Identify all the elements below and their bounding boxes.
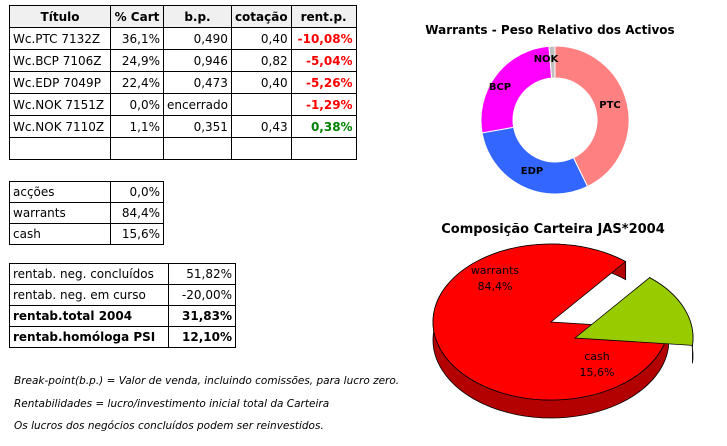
header-cotacao: cotação <box>230 5 292 28</box>
cell-cart: 0,0% <box>110 93 164 116</box>
holdings-row: Wc.PTC 7132Z 36,1% 0,490 0,40 -10,08% <box>9 27 357 50</box>
pie3d-slice-cash <box>573 277 694 346</box>
cell-bp: 0,490 <box>163 27 232 50</box>
donut-slice-edp <box>481 126 589 195</box>
pie3d-label-warrants: warrants <box>471 264 520 277</box>
cell-rent: -5,26% <box>290 71 357 94</box>
cell-cotacao <box>230 93 292 116</box>
cell-bp: encerrado <box>163 93 232 116</box>
holdings-header-row: Título % Cart b.p. cotação rent.p. <box>9 5 357 28</box>
performance-table: rentab. neg. concluídos 51,82% rentab. n… <box>9 263 236 348</box>
cell-cotacao: 0,40 <box>230 27 292 50</box>
performance-row: rentab. neg. concluídos 51,82% <box>9 263 236 285</box>
allocation-row: cash 15,6% <box>9 223 164 245</box>
performance-row: rentab. neg. em curso -20,00% <box>9 284 236 306</box>
cell-titulo: Wc.NOK 7151Z <box>9 93 111 116</box>
note-break-point: Break-point(b.p.) = Valor de venda, incl… <box>14 375 400 387</box>
donut-label-ptc: PTC <box>599 100 621 111</box>
holdings-table: Título % Cart b.p. cotação rent.p. Wc.PT… <box>9 5 357 160</box>
performance-row: rentab.total 2004 31,83% <box>9 305 236 327</box>
donut-chart-title: Warrants - Peso Relativo dos Activos <box>425 23 674 37</box>
pie3d-label-cash: cash <box>584 350 610 363</box>
cell-titulo: Wc.EDP 7049P <box>9 71 111 94</box>
allocation-label: warrants <box>9 202 111 224</box>
note-lucros: Os lucros dos negócios concluídos podem … <box>14 420 324 432</box>
cell-bp: 0,351 <box>163 115 232 138</box>
performance-value: 12,10% <box>168 326 236 348</box>
allocation-table: acções 0,0% warrants 84,4% cash 15,6% <box>9 181 164 245</box>
cell-cotacao: 0,82 <box>230 49 292 72</box>
cell-cotacao: 0,40 <box>230 71 292 94</box>
cell-bp <box>163 137 232 160</box>
performance-value: 31,83% <box>168 305 236 327</box>
allocation-value: 15,6% <box>110 223 164 245</box>
donut-label-nok: NOK <box>534 54 560 65</box>
allocation-value: 84,4% <box>110 202 164 224</box>
pie3d-value-cash: 15,6% <box>580 366 615 379</box>
allocation-value: 0,0% <box>110 181 164 203</box>
header-bp: b.p. <box>163 5 232 28</box>
pie3d-slice-warrants <box>432 243 669 401</box>
pie3d-chart-title: Composição Carteira JAS*2004 <box>441 222 665 237</box>
cell-cart: 22,4% <box>110 71 164 94</box>
cell-bp: 0,473 <box>163 71 232 94</box>
holdings-row: Wc.NOK 7110Z 1,1% 0,351 0,43 0,38% <box>9 115 357 138</box>
cell-rent: 0,38% <box>290 115 357 138</box>
cell-rent: -1,29% <box>290 93 357 116</box>
cell-cart <box>110 137 164 160</box>
pie3d-value-warrants: 84,4% <box>478 280 513 293</box>
cell-cotacao <box>230 137 292 160</box>
holdings-row: Wc.EDP 7049P 22,4% 0,473 0,40 -5,26% <box>9 71 357 94</box>
pie3d-chart: Composição Carteira JAS*2004 warrants 84,… <box>432 222 694 419</box>
cell-rent: -5,04% <box>290 49 357 72</box>
header-rent: rent.p. <box>290 5 357 28</box>
cell-rent <box>290 137 357 160</box>
performance-label: rentab. neg. em curso <box>9 284 169 306</box>
cell-cart: 36,1% <box>110 27 164 50</box>
performance-label: rentab. neg. concluídos <box>9 263 169 285</box>
allocation-label: acções <box>9 181 111 203</box>
donut-label-edp: EDP <box>521 166 543 177</box>
performance-row: rentab.homóloga PSI 12,10% <box>9 326 236 348</box>
performance-label: rentab.homóloga PSI <box>9 326 169 348</box>
cell-cart: 1,1% <box>110 115 164 138</box>
holdings-row: Wc.NOK 7151Z 0,0% encerrado -1,29% <box>9 93 357 116</box>
cell-titulo: Wc.NOK 7110Z <box>9 115 111 138</box>
cell-bp: 0,946 <box>163 49 232 72</box>
header-titulo: Título <box>9 5 111 28</box>
performance-label: rentab.total 2004 <box>9 305 169 327</box>
donut-slice-bcp <box>480 45 553 134</box>
allocation-row: warrants 84,4% <box>9 202 164 224</box>
cell-cotacao: 0,43 <box>230 115 292 138</box>
cell-rent: -10,08% <box>290 27 357 50</box>
allocation-label: cash <box>9 223 111 245</box>
cell-titulo: Wc.PTC 7132Z <box>9 27 111 50</box>
cell-cart: 24,9% <box>110 49 164 72</box>
cell-titulo <box>9 137 111 160</box>
holdings-row-empty <box>9 137 357 160</box>
performance-value: -20,00% <box>168 284 236 306</box>
holdings-row: Wc.BCP 7106Z 24,9% 0,946 0,82 -5,04% <box>9 49 357 72</box>
note-rentabilidades: Rentabilidades = lucro/investimento inic… <box>14 398 330 410</box>
donut-slice-nok <box>548 45 556 79</box>
allocation-row: acções 0,0% <box>9 181 164 203</box>
performance-value: 51,82% <box>168 263 236 285</box>
cell-titulo: Wc.BCP 7106Z <box>9 49 111 72</box>
donut-label-bcp: BCP <box>489 82 511 93</box>
donut-slice-ptc <box>554 45 630 188</box>
header-cart: % Cart <box>110 5 164 28</box>
donut-chart: Warrants - Peso Relativo dos Activos PTC… <box>425 23 675 195</box>
